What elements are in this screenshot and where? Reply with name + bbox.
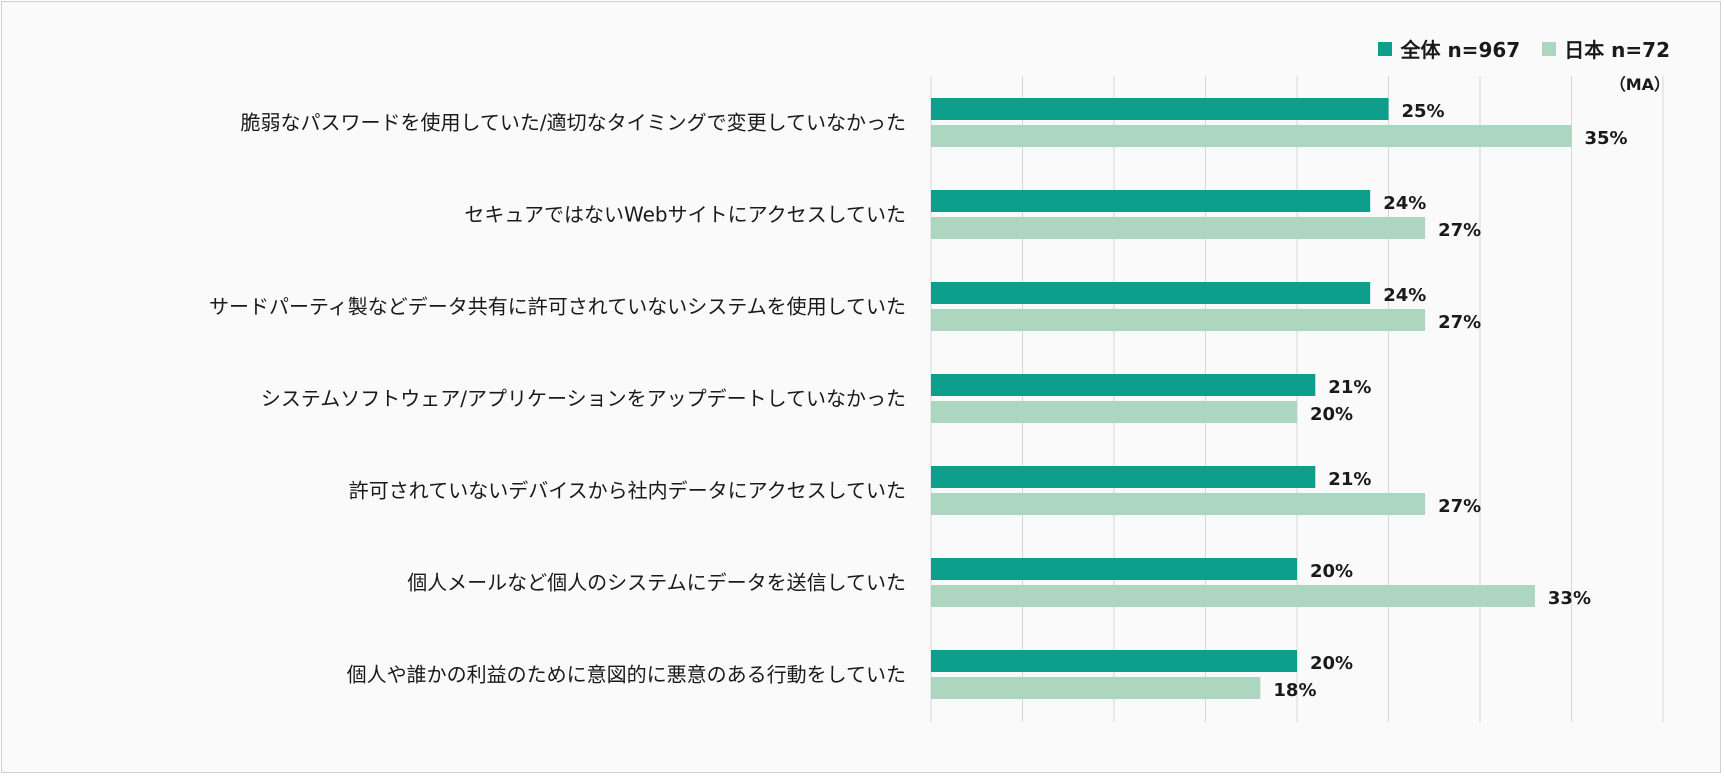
bar-japan-1 [931, 125, 1572, 147]
bar-overall-1 [931, 98, 1389, 120]
value-label-japan-5: 27% [1438, 496, 1481, 517]
category-label: システムソフトウェア/アプリケーションをアップデートしていなかった [261, 387, 906, 411]
category-label: サードパーティ製などデータ共有に許可されていないシステムを使用していた [209, 295, 906, 319]
value-label-overall-6: 20% [1310, 561, 1353, 582]
bar-overall-5 [931, 466, 1316, 488]
legend-item-overall: 全体 n=967 [1378, 34, 1520, 63]
bar-overall-6 [931, 558, 1297, 580]
value-label-overall-4: 21% [1328, 377, 1371, 398]
value-label-japan-6: 33% [1548, 588, 1591, 609]
value-label-japan-7: 18% [1273, 680, 1316, 701]
bar-japan-2 [931, 217, 1426, 239]
bar-overall-2 [931, 190, 1371, 212]
value-label-japan-3: 27% [1438, 312, 1481, 333]
bar-japan-6 [931, 585, 1535, 607]
category-label: セキュアではないWebサイトにアクセスしていた [464, 203, 906, 227]
value-label-overall-2: 24% [1383, 193, 1426, 214]
value-label-overall-7: 20% [1310, 653, 1353, 674]
legend-label-japan: 日本 n=72 [1564, 38, 1670, 62]
bar-overall-4 [931, 374, 1316, 396]
bar-japan-7 [931, 677, 1261, 699]
legend-item-japan: 日本 n=72 [1542, 34, 1670, 63]
legend-label-overall: 全体 n=967 [1400, 38, 1521, 62]
legend-swatch-japan [1542, 41, 1557, 56]
value-label-overall-3: 24% [1383, 285, 1426, 306]
category-label: 個人や誰かの利益のために意図的に悪意のある行動をしていた [347, 663, 906, 687]
value-label-japan-2: 27% [1438, 220, 1481, 241]
value-label-overall-1: 25% [1402, 101, 1445, 122]
bar-japan-5 [931, 493, 1426, 515]
category-label: 許可されていないデバイスから社内データにアクセスしていた [349, 479, 906, 503]
value-label-overall-5: 21% [1328, 469, 1371, 490]
bar-overall-3 [931, 282, 1371, 304]
bar-japan-3 [931, 309, 1426, 331]
legend-swatch-overall [1378, 41, 1393, 56]
bar-japan-4 [931, 401, 1297, 423]
category-label: 個人メールなど個人のシステムにデータを送信していた [407, 571, 906, 595]
category-label: 脆弱なパスワードを使用していた/適切なタイミングで変更していなかった [240, 111, 906, 135]
bar-overall-7 [931, 650, 1297, 672]
value-label-japan-4: 20% [1310, 404, 1353, 425]
multiple-answer-note: （MA） [1609, 75, 1670, 94]
value-label-japan-1: 35% [1585, 128, 1628, 149]
legend: 全体 n=967 日本 n=72 [1378, 34, 1670, 63]
